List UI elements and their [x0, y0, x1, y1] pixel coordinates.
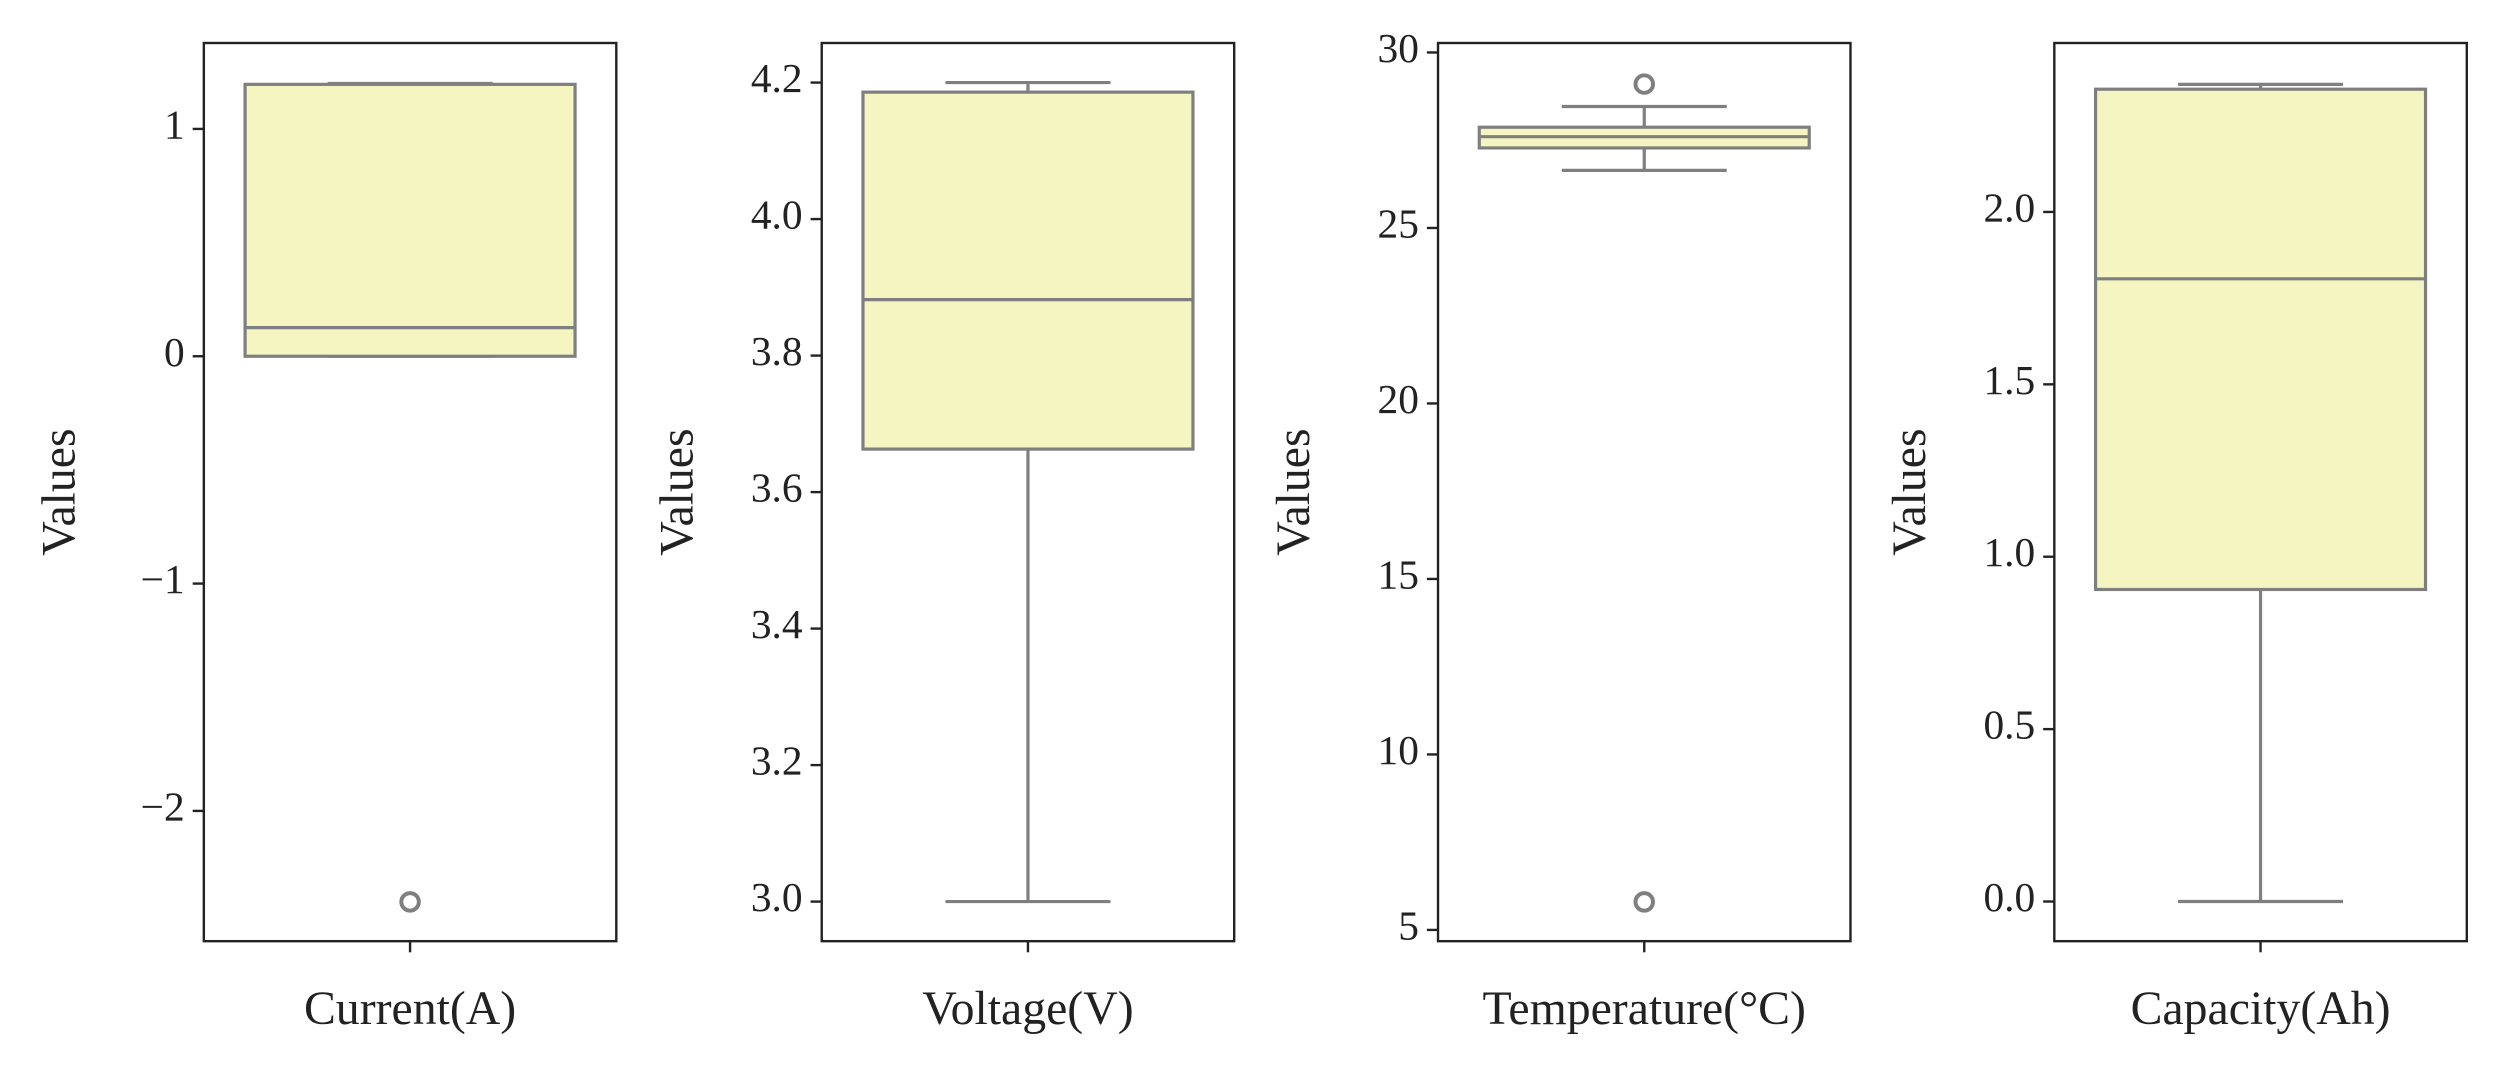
- plot-area: −2 −1 0 1 Values Current(A) 3.0 3.2 3.4 3.6 3.8 4.0…: [33, 25, 2468, 1035]
- y-axis-label: Values: [1267, 428, 1320, 555]
- outlier: [1633, 73, 1656, 95]
- y-tick-label: 3.2: [751, 738, 803, 784]
- y-tick-label: 0: [164, 329, 185, 375]
- axes-frame: [820, 41, 1236, 943]
- y-tick-label: 25: [1378, 200, 1419, 246]
- y-axis-label: Values: [33, 428, 86, 555]
- y-tick-label: 3.4: [751, 601, 803, 647]
- y-tick-label: 1: [164, 101, 185, 147]
- box: [243, 82, 577, 358]
- axes-frame: [1436, 41, 1852, 943]
- y-tick-label: 1.5: [1983, 357, 2035, 403]
- y-tick-label: 4.2: [751, 55, 803, 101]
- y-tick-label: 15: [1378, 551, 1419, 597]
- outlier: [1633, 891, 1656, 913]
- y-tick-label: 3.8: [751, 328, 803, 374]
- y-tick-label: 1.0: [1983, 529, 2035, 575]
- y-tick-label: 0.5: [1983, 702, 2035, 748]
- x-tick-label: Temperature(°C): [1483, 982, 1806, 1035]
- y-axis-label: Values: [1883, 428, 1936, 555]
- y-tick-label: 4.0: [751, 192, 803, 238]
- y-tick-label: 0.0: [1983, 874, 2035, 920]
- y-tick-label: 3.0: [751, 874, 803, 920]
- y-tick-label: 30: [1378, 25, 1419, 71]
- y-tick-label: 3.6: [751, 465, 803, 511]
- x-tick-label: Voltage(V): [922, 982, 1133, 1035]
- x-tick-label: Current(A): [304, 982, 516, 1035]
- y-tick-label: −1: [141, 556, 185, 602]
- y-tick-label: 20: [1378, 376, 1419, 422]
- box: [2093, 87, 2428, 592]
- box: [861, 90, 1195, 451]
- axes-frame: [202, 41, 618, 943]
- y-tick-label: 10: [1378, 727, 1419, 773]
- axes-frame: [2053, 41, 2468, 943]
- y-axis-label: Values: [651, 428, 704, 555]
- y-tick-label: −2: [141, 783, 185, 829]
- y-tick-label: 2.0: [1983, 184, 2035, 230]
- y-tick-label: 5: [1398, 902, 1419, 948]
- x-tick-label: Capacity(Ah): [2131, 982, 2391, 1035]
- outlier: [399, 891, 421, 913]
